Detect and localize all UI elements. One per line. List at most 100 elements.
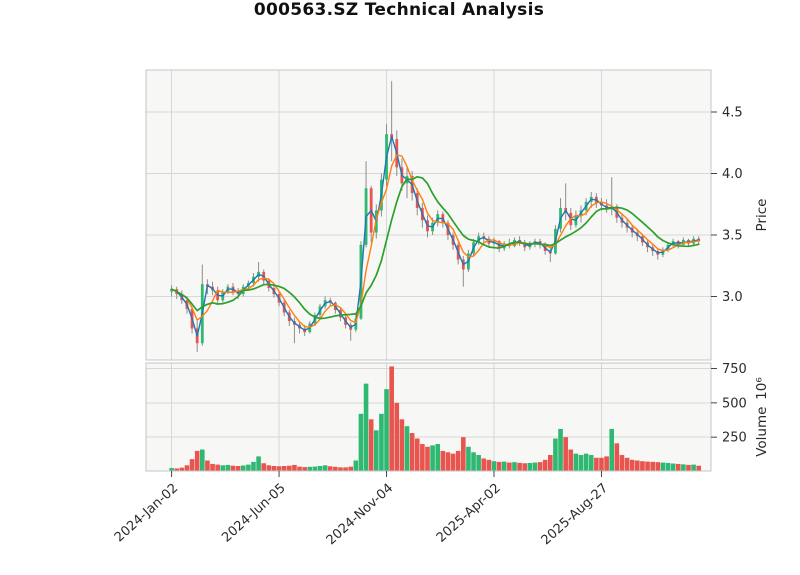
volume-bar [645,461,650,471]
volume-bar [665,462,671,471]
volume-bar [271,466,277,471]
date-tick-label: 2024-Jan-02 [112,481,181,546]
volume-bars-layer [169,366,702,471]
volume-bar [384,389,389,471]
volume-bar [169,468,174,471]
volume-bar [246,464,251,471]
volume-bar [240,465,246,471]
volume-bar [343,467,348,471]
volume-bar [578,455,584,471]
price-tick-label: 3.5 [722,229,743,244]
volume-bar [696,465,702,471]
volume-bar [553,438,558,471]
volume-bar [548,455,553,471]
volume-bar [409,433,415,471]
volume-bar [307,466,313,471]
volume-bar [420,444,425,471]
grid-layer [146,70,711,471]
volume-bar [276,466,282,471]
volume-tick-label: 500 [722,396,747,411]
volume-bar [670,463,676,471]
volume-bar [573,453,579,471]
volume-bar [481,458,487,471]
volume-bar [399,419,405,471]
volume-bar [686,464,691,471]
volume-bar [368,419,374,471]
volume-bar [527,462,533,471]
volume-bar [179,467,185,471]
volume-bar [635,460,640,471]
volume-tick-label: 750 [722,362,747,377]
volume-panel-spine [145,362,712,472]
volume-tick-label: 250 [722,431,747,446]
volume-bar [327,466,333,471]
price-panel-spine [145,69,712,361]
candle-body [170,289,173,292]
volume-bar [215,464,220,471]
volume-bar [261,463,267,471]
volume-bar [287,465,292,471]
volume-axis-right: 250 500 750 Volume 10⁶ [711,362,770,457]
volume-bar [348,466,354,471]
volume-bar [281,466,287,471]
volume-bar [338,467,343,471]
volume-bar [558,428,563,471]
volume-bar [322,465,328,471]
volume-bar [476,455,481,471]
volume-bar [440,450,446,471]
volume-bar [445,452,451,471]
volume-bar [507,462,512,471]
volume-bar [358,413,364,471]
volume-bar [675,463,681,471]
volume-bar [297,466,302,471]
volume-bar [363,383,369,471]
volume-bar [691,464,696,471]
volume-bar [394,402,400,471]
volume-bar [205,460,210,471]
volume-bar [404,426,410,471]
volume-bar [537,462,543,471]
volume-bar [501,461,507,471]
price-axis-label: Price [754,199,770,232]
price-tick-label: 4.0 [722,167,743,182]
volume-axis-label: Volume 10⁶ [754,377,770,457]
volume-bar [225,464,231,471]
volume-bar [517,462,522,471]
volume-bar [599,457,604,471]
volume-bar [235,466,241,471]
volume-bar [266,465,272,471]
volume-bar [588,455,594,471]
volume-bar [450,453,456,471]
volume-bar [292,464,297,471]
date-tick-label: 2025-Apr-02 [434,481,504,546]
volume-bar [210,463,215,471]
volume-bar [512,462,517,471]
volume-bar [200,449,205,471]
volume-bar [660,462,666,471]
price-axis-right: 3.0 3.5 4.0 4.5 Price [711,106,770,305]
volume-bar [563,437,568,471]
volume-bar [461,437,466,471]
volume-bar [532,462,538,471]
volume-bar [614,443,620,471]
volume-bar [194,450,200,471]
price-tick-label: 3.0 [722,290,743,305]
date-tick-label: 2025-Aug-27 [539,481,612,548]
volume-bar [619,455,625,471]
volume-bar [317,466,323,471]
volume-bar [184,465,190,471]
volume-bar [491,461,497,471]
volume-bar [681,464,686,471]
volume-bar [256,456,261,471]
volume-bar [624,457,630,471]
volume-bar [189,459,195,471]
volume-bar [230,465,236,471]
volume-bar [655,462,661,471]
volume-bar [629,459,635,471]
volume-bar [430,445,435,471]
volume-bar [486,459,492,471]
volume-bar [379,413,384,471]
date-tick-label: 2024-Jun-05 [219,481,289,546]
